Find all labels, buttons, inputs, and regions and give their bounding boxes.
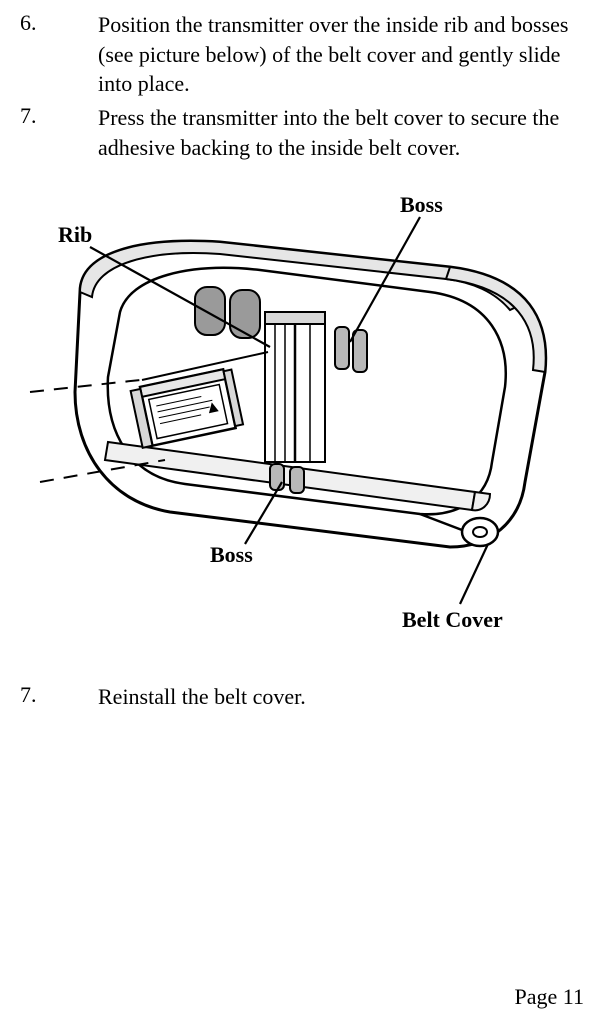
label-boss-top: Boss: [400, 192, 443, 218]
step-number: 7.: [20, 682, 98, 712]
step-text: Position the transmitter over the inside…: [98, 10, 584, 99]
label-belt-cover: Belt Cover: [402, 607, 503, 633]
page-number: Page 11: [515, 984, 584, 1010]
belt-cover-svg: [20, 192, 580, 632]
step-6: 6. Position the transmitter over the ins…: [20, 10, 584, 99]
label-boss-bottom: Boss: [210, 542, 253, 568]
step-number: 7.: [20, 103, 98, 162]
step-7b: 7. Reinstall the belt cover.: [20, 682, 584, 712]
label-rib: Rib: [58, 222, 92, 248]
step-7a: 7. Press the transmitter into the belt c…: [20, 103, 584, 162]
step-text: Reinstall the belt cover.: [98, 682, 306, 712]
step-number: 6.: [20, 10, 98, 99]
step-text: Press the transmitter into the belt cove…: [98, 103, 584, 162]
belt-cover-diagram: Rib Boss Boss Belt Cover: [20, 192, 584, 642]
